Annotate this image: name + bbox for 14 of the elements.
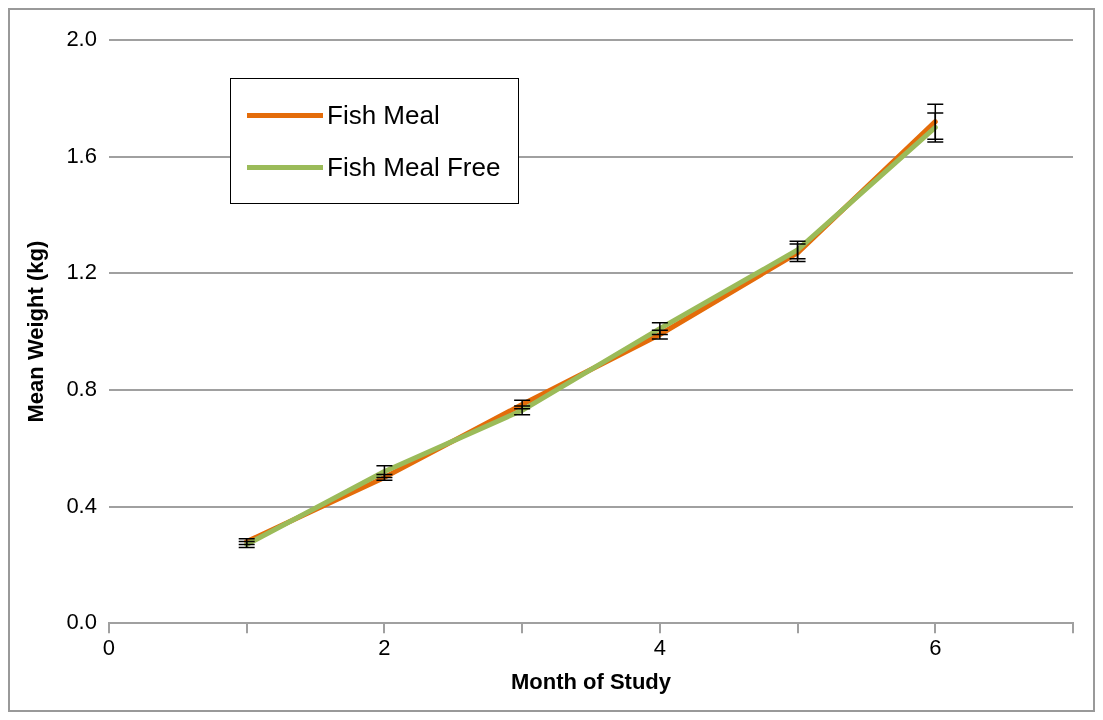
y-tick-label: 1.2 <box>66 259 97 285</box>
x-tick-label: 4 <box>653 635 666 661</box>
x-tick-label: 0 <box>102 635 116 661</box>
legend-label: Fish Meal Free <box>327 151 501 183</box>
legend-label: Fish Meal <box>327 99 440 131</box>
x-axis-title: Month of Study <box>510 668 672 694</box>
y-tick-label: 0.8 <box>66 375 97 401</box>
x-tick-label: 2 <box>378 635 391 661</box>
y-tick-label: 2.0 <box>66 26 97 52</box>
y-tick-label: 0.0 <box>66 609 97 635</box>
y-axis-title: Mean Weight (kg) <box>23 240 49 423</box>
y-tick-label: 1.6 <box>66 142 97 168</box>
y-tick-label: 0.4 <box>66 492 97 518</box>
x-tick-label: 6 <box>929 635 942 661</box>
